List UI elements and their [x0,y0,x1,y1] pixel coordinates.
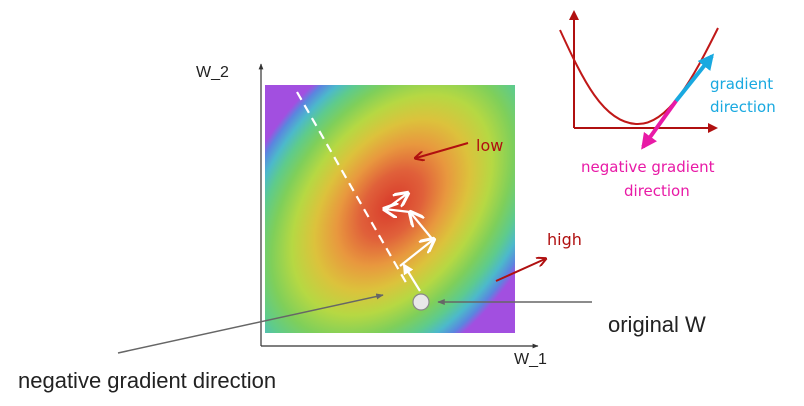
negative-gradient-label: negative gradient direction [18,368,276,393]
inset-diagram [559,10,719,150]
inset-gradient-arrow [674,53,714,103]
negative-gradient-pointer [117,293,384,354]
step-arrow [385,193,408,210]
low-arrow [416,142,469,158]
inset-negative-gradient-arrow [641,99,678,150]
original-w-point [412,293,430,311]
inset-negative-gradient-label-line1: negative gradient [581,158,715,176]
x-axis-label: W_1 [514,351,547,368]
inset-loss-curve [559,27,719,126]
step-arrow [399,239,434,267]
negative-gradient-dashed-line [296,91,409,287]
step-arrow [384,209,411,212]
inset-gradient-label-line1: gradient [710,75,773,93]
step-arrow [410,212,434,241]
gradient-steps [384,193,434,292]
y-axis-label: W_2 [196,64,229,81]
high-arrow [495,259,545,282]
step-arrow [402,263,421,292]
inset-gradient-label-line2: direction [710,98,776,116]
original-w-label: original W [608,312,706,337]
inset-negative-gradient-label-line2: direction [624,182,690,200]
low-label: low [476,136,503,155]
high-label: high [547,230,582,249]
